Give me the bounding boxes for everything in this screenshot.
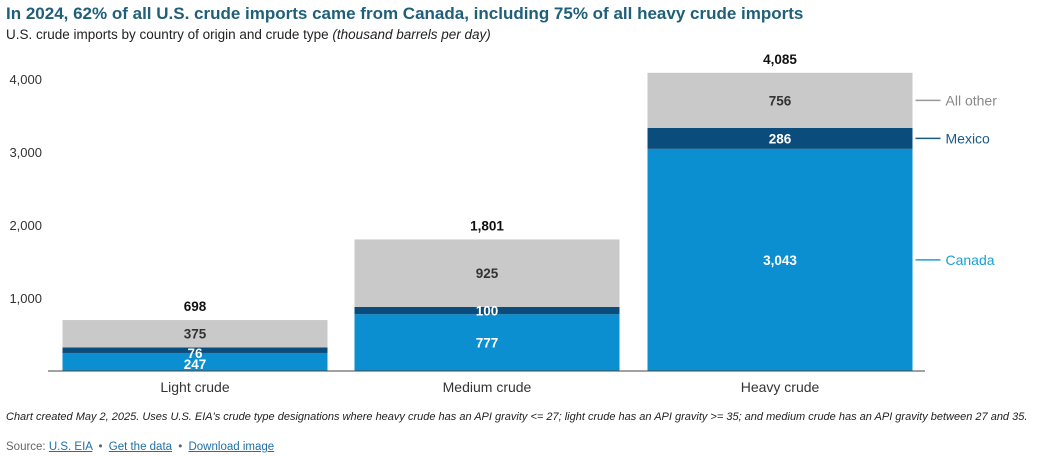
x-category-label: Medium crude: [443, 379, 532, 395]
chart-subtitle: U.S. crude imports by country of origin …: [6, 27, 491, 42]
y-tick-label: 3,000: [9, 145, 42, 160]
bar-value-label: 286: [769, 131, 792, 146]
source-line: Source: U.S. EIA • Get the data • Downlo…: [6, 441, 274, 453]
get-data-link[interactable]: Get the data: [108, 441, 173, 453]
bar-value-label: 777: [476, 336, 499, 351]
y-tick-label: 2,000: [9, 218, 42, 233]
bar-value-label: 100: [476, 304, 499, 319]
bar-segment-canada[interactable]: [62, 352, 328, 371]
subtitle-unit: (thousand barrels per day): [332, 27, 491, 42]
bar-total-label: 1,801: [470, 219, 504, 234]
source-link[interactable]: U.S. EIA: [48, 441, 93, 453]
legend-label-all-other: All other: [946, 92, 998, 108]
bar-segment-mexico[interactable]: [62, 347, 328, 353]
x-category-label: Light crude: [160, 379, 229, 395]
bar-value-label: 925: [476, 266, 499, 281]
separator-1: •: [98, 441, 103, 453]
bar-segment-all-other[interactable]: [354, 239, 620, 307]
bar-value-label: 247: [184, 357, 207, 372]
bar-value-label: 375: [184, 327, 207, 342]
bar-total-label: 4,085: [763, 52, 797, 67]
bar-value-label: 76: [187, 346, 203, 361]
bar-value-label: 3,043: [763, 253, 797, 268]
bar-segment-mexico[interactable]: [647, 127, 913, 149]
y-tick-label: 1,000: [9, 291, 42, 306]
bar-segment-canada[interactable]: [647, 148, 913, 371]
chart-title: In 2024, 62% of all U.S. crude imports c…: [6, 4, 804, 23]
bar-segment-mexico[interactable]: [354, 306, 620, 315]
bar-value-label: 756: [769, 93, 792, 108]
download-image-link[interactable]: Download image: [188, 441, 275, 453]
legend-label-mexico: Mexico: [946, 130, 991, 146]
separator-2: •: [178, 441, 183, 453]
legend-label-canada: Canada: [946, 252, 995, 268]
bar-segment-canada[interactable]: [354, 314, 620, 371]
x-category-label: Heavy crude: [741, 379, 820, 395]
source-prefix: Source:: [6, 441, 46, 453]
bar-segment-all-other[interactable]: [62, 320, 328, 348]
bar-segment-all-other[interactable]: [647, 72, 913, 128]
y-tick-label: 4,000: [9, 72, 42, 87]
chart-note: Chart created May 2, 2025. Uses U.S. EIA…: [6, 411, 1028, 423]
subtitle-main: U.S. crude imports by country of origin …: [6, 27, 329, 42]
bar-total-label: 698: [184, 299, 207, 314]
